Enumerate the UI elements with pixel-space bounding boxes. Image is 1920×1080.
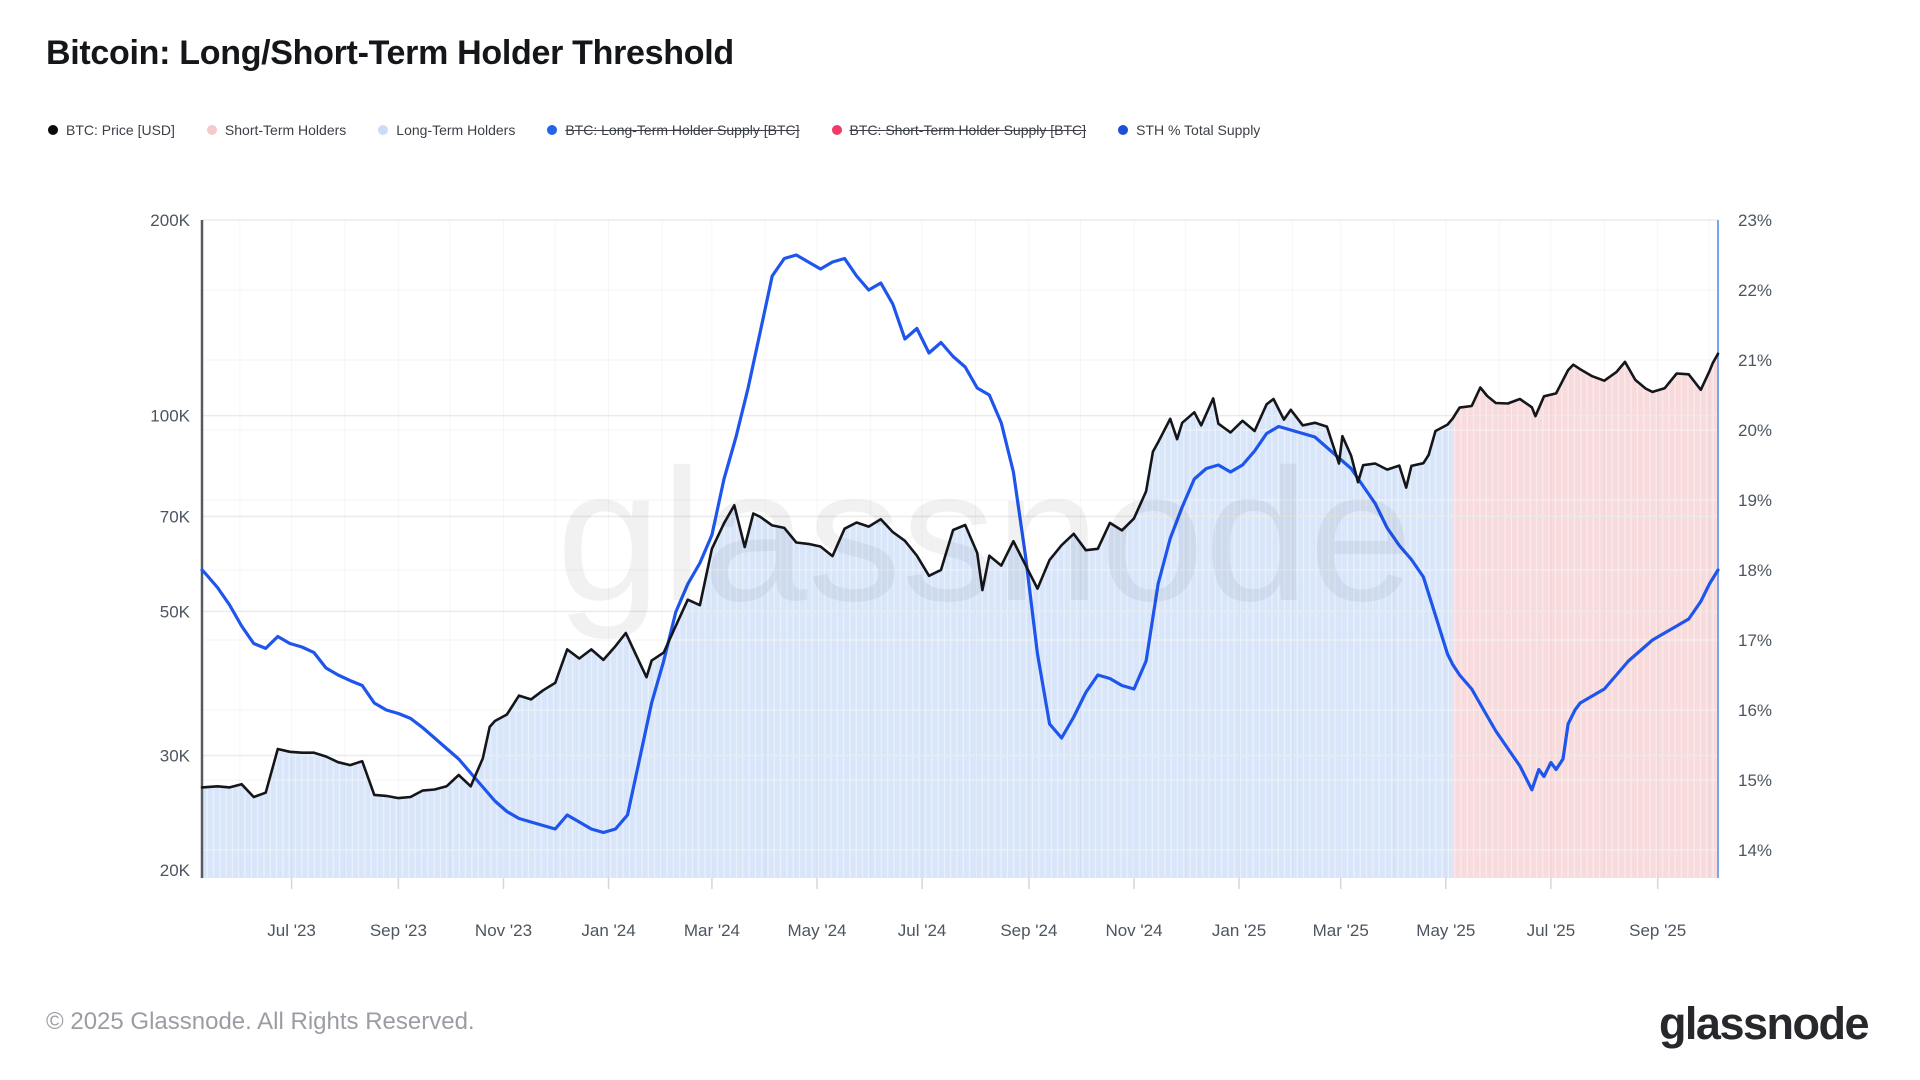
percent-axis-tick-label: 21% (1738, 351, 1772, 370)
short-term-holders-area (1452, 353, 1718, 878)
axis-labels: 200K 100K 70K 50K 30K 20K 23% 22% 21% 20% 19% 18% 17… (150, 211, 1772, 940)
legend-item-label: BTC: Price [USD] (66, 122, 175, 138)
price-axis-tick-label: 20K (160, 861, 191, 880)
legend-item-label: Short-Term Holders (224, 122, 347, 138)
copyright-text: © 2025 Glassnode. All Rights Reserved. (46, 1008, 475, 1035)
x-axis-tick-label: Jan '24 (581, 921, 635, 940)
x-axis-tick-label: Mar '24 (684, 921, 740, 940)
x-axis-tick-label: May '24 (788, 921, 847, 940)
x-axis-tick-label: Jul '24 (898, 921, 947, 940)
legend-item-label: Long-Term Holders (396, 122, 516, 138)
x-axis-tick-label: Jan '25 (1212, 921, 1266, 940)
x-axis-tick-label: Sep '24 (1000, 921, 1057, 940)
x-axis-tick-label: Jul '23 (267, 921, 316, 940)
percent-axis-tick-label: 15% (1738, 771, 1772, 790)
percent-axis-tick-label: 16% (1738, 701, 1772, 720)
legend-item-1[interactable]: Short-Term Holders (206, 122, 347, 138)
legend-item-0[interactable]: BTC: Price [USD] (48, 122, 175, 138)
legend-item-label: BTC: Short-Term Holder Supply [BTC] (849, 122, 1087, 138)
percent-axis-tick-label: 19% (1738, 491, 1772, 510)
btc-price-line (200, 352, 1720, 800)
price-axis-tick-label: 100K (150, 407, 190, 426)
legend-dot-icon (48, 125, 58, 135)
legend-item-label: STH % Total Supply (1136, 122, 1261, 138)
legend-dot-icon (831, 125, 842, 135)
legend-dot-icon (206, 125, 217, 135)
legend-dot-icon (547, 125, 558, 135)
x-axis-tick-label: Mar '25 (1313, 921, 1369, 940)
page-title: Bitcoin: Long/Short-Term Holder Threshol… (46, 34, 734, 72)
price-axis-tick-label: 30K (160, 747, 191, 766)
x-axis-tick-label: Sep '25 (1629, 921, 1686, 940)
percent-axis-tick-label: 23% (1738, 211, 1772, 230)
percent-axis-tick-label: 14% (1738, 841, 1772, 860)
percent-axis-tick-label: 22% (1738, 281, 1772, 300)
sth-percent-line (200, 253, 1720, 835)
x-axis-tick-label: Jul '25 (1527, 921, 1576, 940)
x-axis-tick-label: May '25 (1416, 921, 1475, 940)
chart-legend: BTC: Price [USD] Short-Term Holders Long-T… (48, 122, 1260, 138)
legend-item-5[interactable]: STH % Total Supply (1118, 122, 1260, 138)
legend-item-3[interactable]: BTC: Long-Term Holder Supply [BTC] (547, 122, 800, 138)
glassnode-logo: glassnode (1658, 998, 1870, 1049)
gridlines (202, 219, 1718, 851)
legend-item-label: BTC: Long-Term Holder Supply [BTC] (565, 122, 800, 138)
legend-item-2[interactable]: Long-Term Holders (378, 122, 515, 138)
price-axis-tick-label: 50K (160, 602, 191, 621)
x-axis-tick-label: Sep '23 (370, 921, 427, 940)
legend-dot-icon (1118, 125, 1129, 135)
price-axis-tick-label: 200K (150, 211, 190, 230)
legend-dot-icon (378, 125, 389, 135)
x-axis-tick-label: Nov '23 (475, 921, 532, 940)
percent-axis-tick-label: 18% (1738, 561, 1772, 580)
legend-item-4[interactable]: BTC: Short-Term Holder Supply [BTC] (831, 122, 1087, 138)
x-axis-tick-label: Nov '24 (1105, 921, 1162, 940)
percent-axis-tick-label: 17% (1738, 631, 1772, 650)
long-term-holders-area (202, 398, 1453, 878)
percent-axis-tick-label: 20% (1738, 421, 1772, 440)
price-axis-tick-label: 70K (160, 507, 191, 526)
